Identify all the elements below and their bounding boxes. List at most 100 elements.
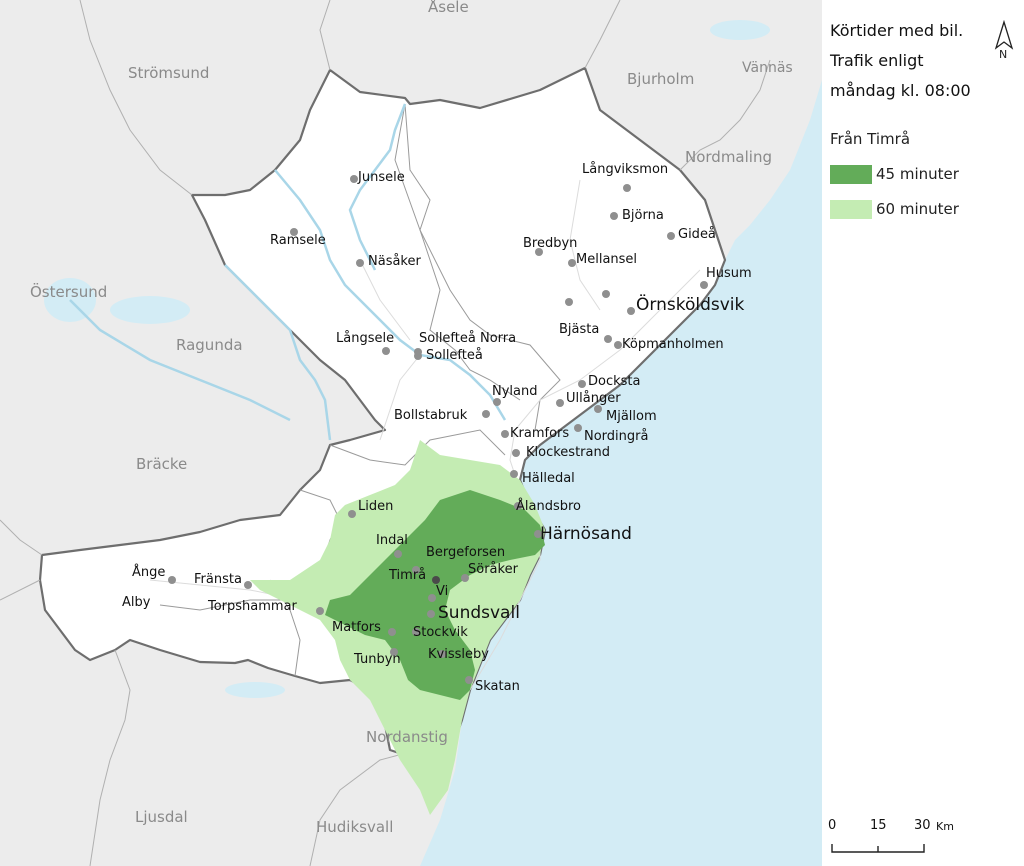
place-label-husum: Husum: [706, 266, 752, 281]
place-dot: [534, 530, 542, 538]
place-dot: [512, 449, 520, 457]
place-dot: [428, 594, 436, 602]
place-label-alby: Alby: [122, 595, 151, 610]
place-dot: [348, 510, 356, 518]
rivers: [69, 103, 507, 441]
place-dot: [394, 550, 402, 558]
legend-from-label: Från Timrå: [830, 130, 911, 148]
place-dot: [501, 430, 509, 438]
place-dot: [568, 259, 576, 267]
place-label-nasaker: Näsåker: [368, 254, 421, 269]
place-dot: [438, 650, 446, 658]
place-dot: [602, 290, 610, 298]
region-label-nordmaling: Nordmaling: [685, 148, 772, 166]
place-dot: [432, 576, 440, 584]
place-label-stockvik: Stockvik: [413, 625, 468, 640]
lake: [110, 296, 190, 324]
place-label-bjorna: Björna: [622, 208, 664, 223]
scale-tick-15: 15: [870, 818, 887, 833]
lake: [225, 682, 285, 698]
place-label-ullanger: Ullånger: [566, 391, 621, 406]
north-arrow-icon: N: [992, 19, 1016, 64]
place-dot: [168, 576, 176, 584]
place-label-indal: Indal: [376, 533, 408, 548]
place-dot: [700, 281, 708, 289]
place-label-matfors: Matfors: [332, 620, 381, 635]
place-dot: [316, 607, 324, 615]
region-label-stromsund: Strömsund: [128, 64, 210, 82]
place-dot: [427, 610, 435, 618]
place-label-skatan: Skatan: [475, 679, 520, 694]
place-label-bjasta: Bjästa: [559, 322, 600, 337]
legend-title-line-1: Körtider med bil.: [830, 21, 964, 40]
place-dot: [574, 424, 582, 432]
place-label-docksta: Docksta: [588, 374, 641, 389]
place-label-kramfors: Kramfors: [510, 426, 570, 441]
place-dot: [594, 405, 602, 413]
place-label-harnosand: Härnösand: [540, 524, 632, 544]
place-label-halledal: Hälledal: [522, 471, 575, 486]
place-label-langsele: Långsele: [336, 331, 395, 346]
place-label-ornskoldsvik: Örnsköldsvik: [636, 295, 745, 315]
place-dot: [627, 307, 635, 315]
place-label-tunbyn: Tunbyn: [354, 652, 401, 667]
place-label-sundsvall: Sundsvall: [438, 603, 520, 623]
map-canvas[interactable]: Åsele Strömsund Bjurholm Vännäs Nordmali…: [0, 0, 822, 866]
region-label-bracke: Bräcke: [136, 455, 188, 473]
place-label-soraker: Söråker: [468, 562, 518, 577]
place-label-vi: Vi: [436, 584, 449, 599]
legend-swatch-45: [830, 165, 872, 184]
region-label-ostersund: Östersund: [30, 283, 108, 301]
legend-swatch-60: [830, 200, 872, 219]
region-label-asele: Åsele: [428, 0, 469, 16]
place-dot: [465, 676, 473, 684]
place-dot: [565, 298, 573, 306]
region-label-bjurholm: Bjurholm: [627, 70, 695, 88]
north-arrow-label: N: [999, 48, 1008, 61]
place-label-liden: Liden: [358, 499, 394, 514]
place-label-mellansel: Mellansel: [576, 252, 638, 267]
place-dot: [412, 628, 420, 636]
place-dot: [482, 410, 490, 418]
region-area: [38, 66, 727, 762]
place-label-kvissleby: Kvissleby: [428, 647, 489, 662]
place-label-nordingra: Nordingrå: [584, 429, 649, 444]
legend-title-line-2: Trafik enligt: [830, 51, 924, 70]
place-dot: [290, 228, 298, 236]
scale-unit: Km: [936, 820, 954, 833]
legend-label-45: 45 minuter: [876, 165, 959, 183]
place-dot: [388, 628, 396, 636]
scale-tick-0: 0: [828, 818, 837, 833]
place-dot: [514, 502, 522, 510]
lake: [710, 20, 770, 40]
region-label-nordanstig: Nordanstig: [366, 728, 448, 746]
scale-bar: 0 15 30 Km: [828, 818, 968, 858]
place-dot: [578, 380, 586, 388]
region-label-ragunda: Ragunda: [176, 336, 243, 354]
place-dot: [390, 648, 398, 656]
place-dot: [412, 566, 420, 574]
place-dot: [510, 470, 518, 478]
place-label-bredbyn: Bredbyn: [523, 236, 578, 251]
place-dot: [667, 232, 675, 240]
place-dot: [614, 341, 622, 349]
place-dot: [461, 574, 469, 582]
place-dot: [493, 398, 501, 406]
place-dot: [556, 399, 564, 407]
legend-panel: Körtider med bil. Trafik enligt måndag k…: [822, 0, 1024, 866]
legend-title-line-3: måndag kl. 08:00: [830, 81, 971, 100]
place-dot: [623, 184, 631, 192]
place-dot: [244, 581, 252, 589]
place-label-langviksmon: Långviksmon: [582, 162, 669, 177]
place-label-timra: Timrå: [389, 568, 427, 583]
place-dot: [382, 347, 390, 355]
place-dot: [350, 175, 358, 183]
place-label-nyland: Nyland: [492, 384, 538, 399]
scale-bar-line: [831, 844, 925, 853]
place-label-gidea: Gideå: [678, 227, 716, 242]
place-label-alandsbro: Ålandsbro: [516, 499, 581, 514]
region-label-ljusdal: Ljusdal: [135, 808, 188, 826]
place-label-torpshammar: Torpshammar: [208, 599, 297, 614]
place-label-mjallom: Mjällom: [606, 409, 657, 424]
place-label-ange: Ånge: [132, 565, 166, 580]
